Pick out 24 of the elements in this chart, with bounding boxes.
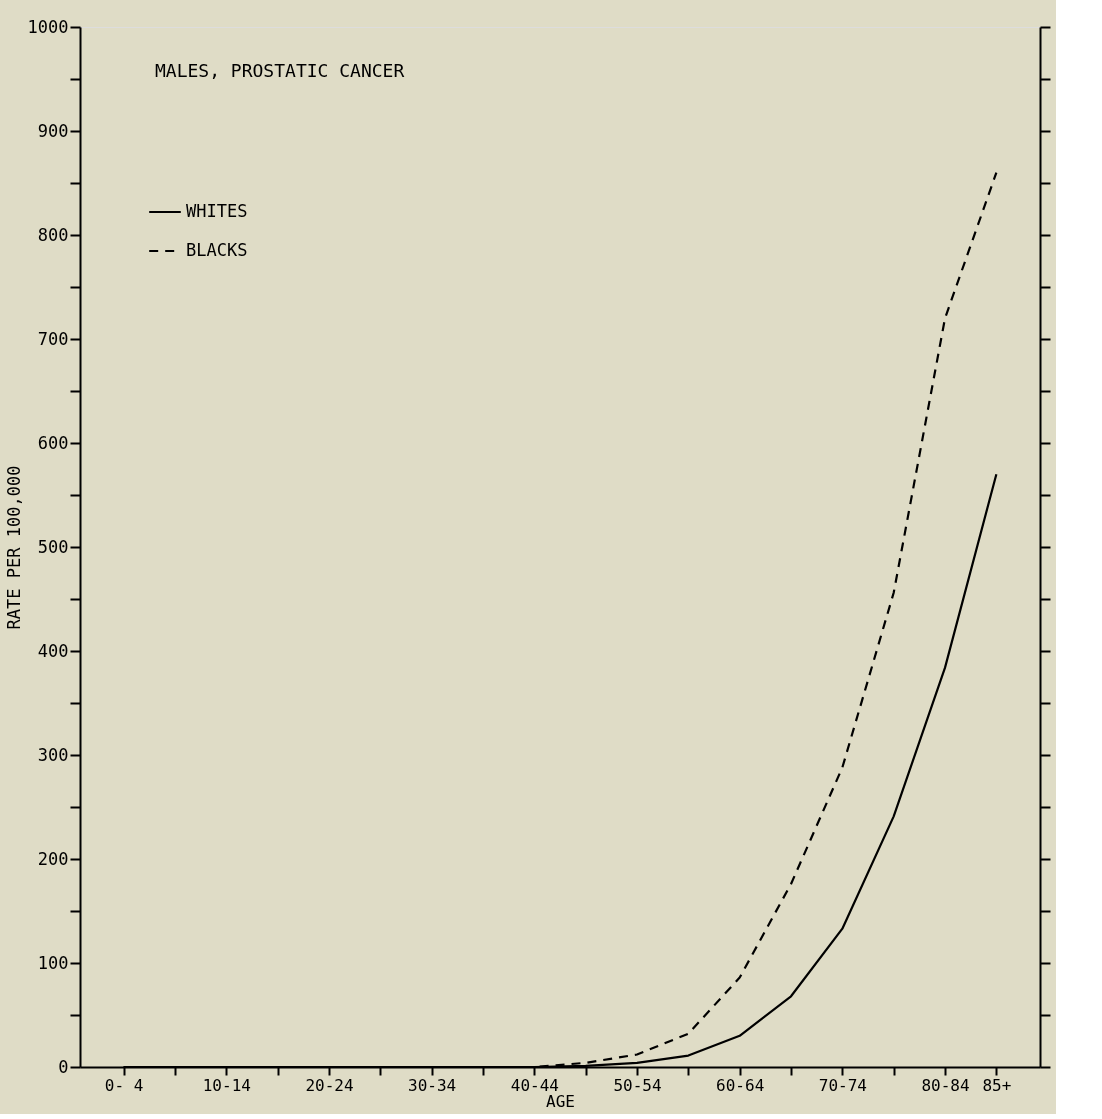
legend-label: WHITES (186, 201, 248, 221)
y-tick-label: 200 (37, 848, 69, 869)
x-tick-label: 85+ (982, 1075, 1012, 1095)
y-tick-label: 1000 (27, 16, 69, 37)
x-tick-label: 60-64 (716, 1075, 765, 1095)
y-tick-label: 800 (37, 224, 69, 245)
y-tick-label: 900 (37, 120, 69, 141)
x-tick-label: 50-54 (613, 1075, 662, 1095)
y-tick-label: 300 (37, 744, 69, 765)
y-axis-title: RATE PER 100,000 (3, 465, 24, 630)
x-tick-label: 70-74 (818, 1075, 867, 1095)
y-tick-label: 0 (58, 1056, 69, 1077)
x-tick-label: 80-84 (921, 1075, 970, 1095)
y-tick-label: 600 (37, 432, 69, 453)
y-tick-label: 500 (37, 536, 69, 557)
x-tick-label: 0- 4 (104, 1075, 144, 1095)
y-tick-label: 100 (37, 952, 69, 973)
legend-label: BLACKS (186, 240, 248, 260)
y-tick-label: 400 (37, 640, 69, 661)
x-tick-label: 10-14 (202, 1075, 251, 1095)
x-tick-label: 20-24 (305, 1075, 354, 1095)
x-tick-label: 30-34 (408, 1075, 457, 1095)
y-tick-label: 700 (37, 328, 69, 349)
text: MALES, PROSTATIC CANCER (155, 60, 405, 81)
